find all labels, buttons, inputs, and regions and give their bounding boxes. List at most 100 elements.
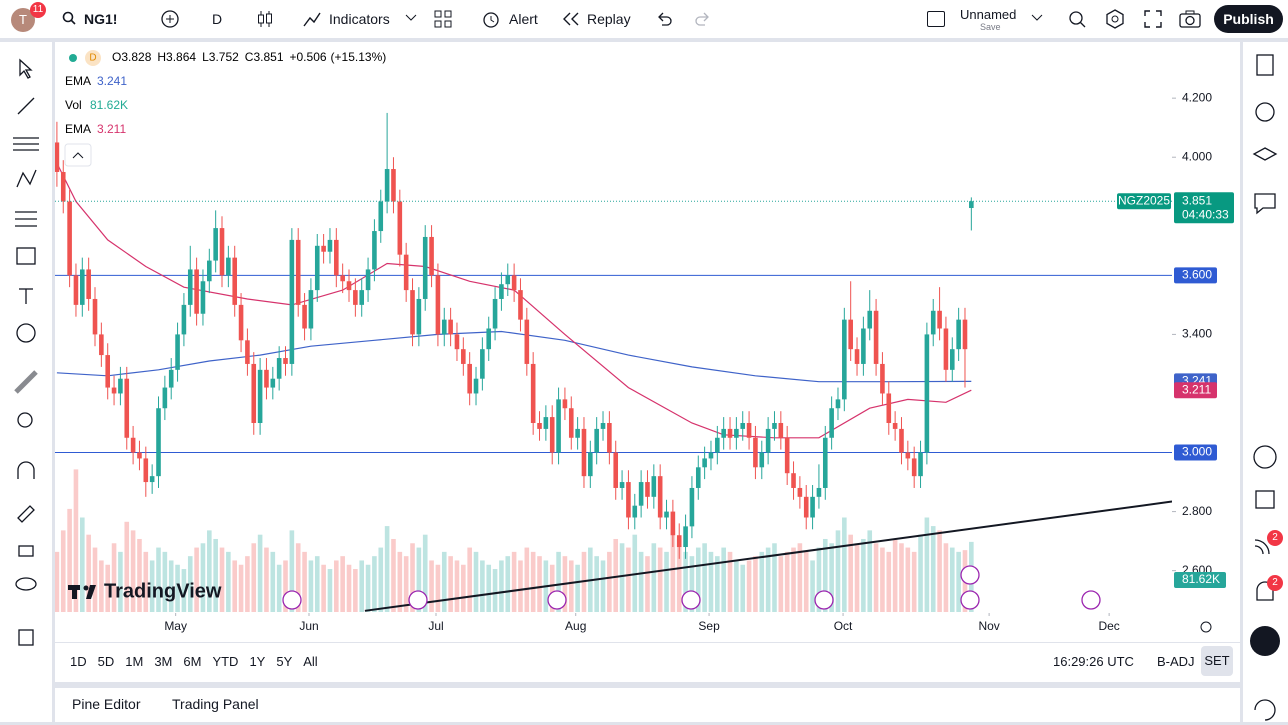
range-button[interactable]: 3M: [154, 654, 173, 669]
calendar-icon[interactable]: [1255, 490, 1275, 509]
candle-body: [861, 328, 866, 364]
help-icon[interactable]: [1254, 699, 1276, 721]
candle-body: [702, 458, 707, 468]
cursor-tool[interactable]: [19, 58, 33, 79]
collapse-button[interactable]: [64, 143, 92, 167]
zoom-tool[interactable]: [17, 412, 33, 428]
volume-bar: [676, 538, 682, 612]
stream-icon[interactable]: [1254, 539, 1270, 555]
range-button[interactable]: 6M: [183, 654, 202, 669]
apps-button[interactable]: [1250, 626, 1280, 656]
candle-body: [232, 257, 238, 305]
volume-bar: [734, 560, 739, 612]
range-button[interactable]: 5Y: [276, 654, 293, 669]
tab[interactable]: Pine Editor: [72, 696, 141, 712]
candle-body: [302, 304, 307, 329]
fullscreen-icon[interactable]: [1144, 10, 1162, 28]
range-button[interactable]: All: [303, 654, 318, 669]
event-marker[interactable]: [960, 565, 980, 585]
candle-body: [499, 284, 504, 299]
candle-body: [683, 526, 688, 548]
session[interactable]: SET: [1201, 646, 1233, 676]
interval-badge-text: D: [89, 53, 96, 64]
clock[interactable]: 16:29:26 UTC: [1053, 654, 1134, 669]
volume-bar: [276, 564, 282, 612]
vol-legend-value: 81.62K: [90, 98, 128, 112]
pattern-tool[interactable]: [16, 169, 37, 188]
event-marker[interactable]: [814, 590, 834, 610]
volume-bar: [829, 543, 834, 612]
undo-icon[interactable]: [656, 12, 672, 26]
range-button[interactable]: 1Y: [249, 654, 266, 669]
alerts-icon[interactable]: [1255, 102, 1275, 122]
add-symbol-icon[interactable]: [160, 9, 180, 29]
tab[interactable]: Trading Panel: [172, 696, 259, 712]
redo-icon[interactable]: [695, 12, 711, 26]
candle-body: [391, 169, 396, 202]
icon-tool[interactable]: [16, 323, 36, 343]
axis-settings[interactable]: [1200, 621, 1212, 633]
range-buttons: 1D 5D 1M 3M 6M YTD 1Y 5Y All: [70, 654, 329, 669]
shape-tool[interactable]: [16, 247, 36, 265]
symbol[interactable]: NG1!: [84, 11, 118, 27]
indicators-button[interactable]: Indicators: [329, 11, 390, 27]
event-marker[interactable]: [408, 590, 428, 610]
candle-body: [410, 290, 415, 335]
replay-button[interactable]: Replay: [587, 11, 631, 27]
chevron[interactable]: [405, 14, 417, 22]
lock-tool[interactable]: [18, 545, 34, 557]
adjustment[interactable]: B-ADJ: [1157, 654, 1195, 669]
settings-icon[interactable]: [1105, 9, 1125, 29]
volume-bar: [467, 547, 472, 612]
event-marker[interactable]: [547, 590, 567, 610]
layers-icon[interactable]: [1252, 147, 1278, 161]
fib-tool[interactable]: [13, 137, 39, 151]
measure-tool[interactable]: [14, 370, 38, 394]
snapshot-icon[interactable]: [1179, 9, 1201, 29]
range-button[interactable]: YTD: [212, 654, 239, 669]
watchlist-icon[interactable]: [1256, 54, 1274, 76]
drawing-mode-tool[interactable]: [17, 505, 35, 523]
candle-body: [759, 452, 765, 468]
chat-icon[interactable]: [1254, 193, 1276, 215]
layout-name[interactable]: Unnamed: [960, 7, 1017, 22]
volume-bar: [721, 547, 726, 612]
candle-body: [251, 363, 257, 423]
target-icon[interactable]: [1253, 445, 1277, 469]
visibility-tool[interactable]: [15, 577, 37, 591]
text-tool[interactable]: [19, 288, 33, 304]
event-marker[interactable]: [282, 590, 302, 610]
range-button[interactable]: 5D: [97, 654, 115, 669]
layout-icon[interactable]: [927, 11, 945, 27]
range-button[interactable]: 1D: [70, 654, 87, 669]
volume-bar: [365, 564, 371, 612]
candle-body: [784, 437, 790, 474]
alert-button[interactable]: Alert: [509, 11, 538, 27]
candle-body: [92, 298, 98, 335]
chart-type-icon[interactable]: [256, 9, 274, 29]
candle-body: [111, 387, 117, 394]
delete-tool[interactable]: [18, 629, 34, 646]
volume-bar: [765, 547, 771, 612]
level-label-bg: [1174, 267, 1217, 284]
publish-button[interactable]: Publish: [1214, 5, 1283, 33]
interval[interactable]: D: [212, 11, 223, 27]
chevron[interactable]: [1031, 14, 1043, 22]
save-label[interactable]: Save: [980, 22, 1001, 32]
event-marker[interactable]: [681, 590, 701, 610]
candle-body: [943, 328, 949, 370]
volume-bar: [461, 564, 466, 612]
range-button[interactable]: 1M: [125, 654, 144, 669]
trend-line-tool[interactable]: [17, 97, 35, 115]
event-marker[interactable]: [1081, 590, 1101, 610]
magnet-tool[interactable]: [17, 461, 35, 479]
candle-body: [619, 482, 625, 488]
candle-body: [867, 310, 873, 329]
layouts-icon[interactable]: [434, 10, 452, 28]
candle-body: [670, 511, 676, 536]
notification-badge: 11: [30, 2, 46, 18]
forecast-tool[interactable]: [15, 211, 37, 227]
quick-search-icon[interactable]: [1067, 9, 1087, 29]
volume-bar: [162, 551, 168, 612]
event-marker[interactable]: [960, 590, 980, 610]
